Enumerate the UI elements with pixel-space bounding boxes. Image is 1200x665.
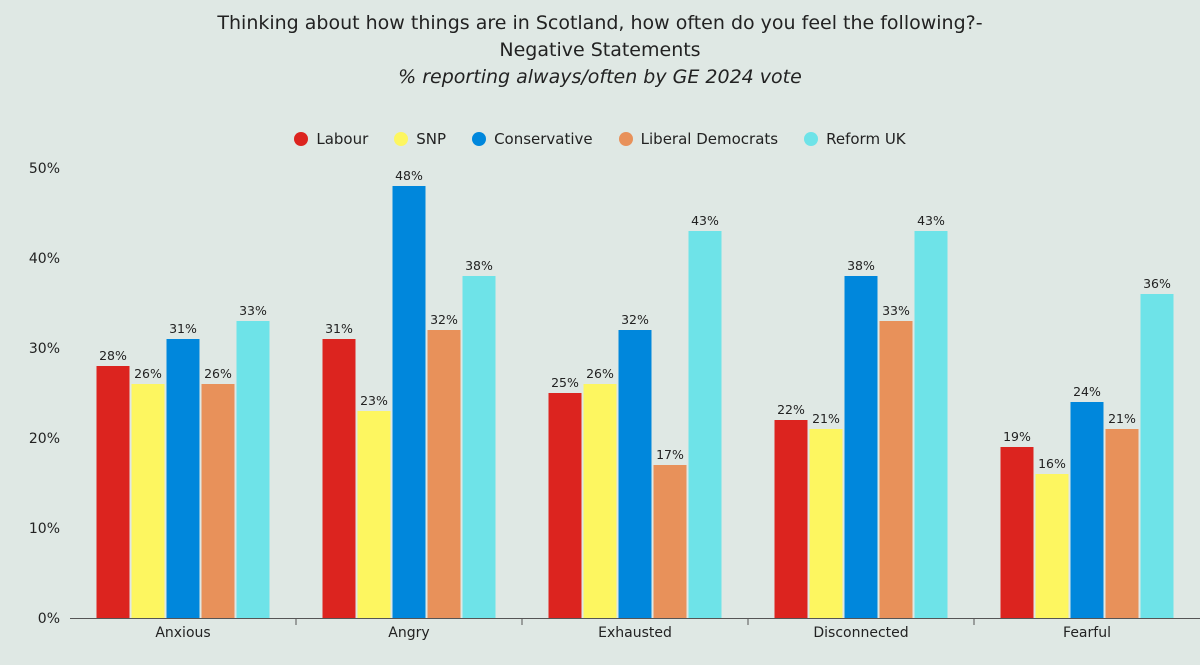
bar-snp-angry xyxy=(357,411,391,618)
bar-reform-uk-fearful xyxy=(1140,294,1174,618)
chart-titles: Thinking about how things are in Scotlan… xyxy=(0,10,1200,91)
bar-liberal-democrats-anxious xyxy=(201,384,235,618)
data-label-reform-uk-anxious: 33% xyxy=(239,303,267,318)
data-label-conservative-angry: 48% xyxy=(395,168,423,183)
bar-conservative-angry xyxy=(392,186,426,618)
legend-item-conservative: Conservative xyxy=(472,130,593,148)
data-label-snp-disconnected: 21% xyxy=(812,411,840,426)
x-tick-label-fearful: Fearful xyxy=(1063,625,1111,641)
legend-swatch-snp xyxy=(394,132,409,146)
x-tick-label-anxious: Anxious xyxy=(155,625,210,641)
bar-conservative-exhausted xyxy=(618,330,652,618)
data-label-labour-anxious: 28% xyxy=(99,348,127,363)
data-label-snp-fearful: 16% xyxy=(1038,456,1066,471)
legend-swatch-conservative xyxy=(472,132,487,146)
data-label-reform-uk-angry: 38% xyxy=(465,258,493,273)
y-tick-label-20: 20% xyxy=(29,431,60,447)
bar-liberal-democrats-disconnected xyxy=(879,321,913,618)
bar-labour-disconnected xyxy=(774,420,808,618)
bar-snp-exhausted xyxy=(583,384,617,618)
y-tick-label-30: 30% xyxy=(29,341,60,357)
y-tick-label-40: 40% xyxy=(29,251,60,267)
chart-subtitle: % reporting always/often by GE 2024 vote xyxy=(398,66,802,88)
x-tick-label-disconnected: Disconnected xyxy=(813,625,908,641)
data-label-snp-exhausted: 26% xyxy=(586,366,614,381)
data-label-conservative-fearful: 24% xyxy=(1073,384,1101,399)
legend-label-reform-uk: Reform UK xyxy=(826,130,906,148)
bar-labour-angry xyxy=(322,339,356,618)
chart-legend: Labour SNP Conservative Liberal Democrat… xyxy=(0,130,1200,148)
data-label-conservative-anxious: 31% xyxy=(169,321,197,336)
data-label-reform-uk-disconnected: 43% xyxy=(917,213,945,228)
y-tick-label-50: 50% xyxy=(29,161,60,177)
legend-item-labour: Labour xyxy=(294,130,368,148)
bar-liberal-democrats-fearful xyxy=(1105,429,1139,618)
data-label-labour-angry: 31% xyxy=(325,321,353,336)
bar-conservative-fearful xyxy=(1070,402,1104,618)
x-tick-label-exhausted: Exhausted xyxy=(598,625,672,641)
chart-title-line1: Thinking about how things are in Scotlan… xyxy=(217,12,983,34)
bar-conservative-anxious xyxy=(166,339,200,618)
data-label-conservative-disconnected: 38% xyxy=(847,258,875,273)
bar-snp-anxious xyxy=(131,384,165,618)
legend-label-snp: SNP xyxy=(416,130,447,148)
legend-item-snp: SNP xyxy=(394,130,446,148)
bar-reform-uk-exhausted xyxy=(688,231,722,618)
data-label-liberal-democrats-anxious: 26% xyxy=(204,366,232,381)
data-label-reform-uk-exhausted: 43% xyxy=(691,213,719,228)
bar-reform-uk-angry xyxy=(462,276,496,618)
data-label-snp-angry: 23% xyxy=(360,393,388,408)
bar-liberal-democrats-angry xyxy=(427,330,461,618)
bar-labour-exhausted xyxy=(548,393,582,618)
data-label-liberal-democrats-disconnected: 33% xyxy=(882,303,910,318)
legend-label-liberal-democrats: Liberal Democrats xyxy=(640,130,779,148)
legend-swatch-labour xyxy=(294,132,309,146)
data-label-reform-uk-fearful: 36% xyxy=(1143,276,1171,291)
bar-snp-disconnected xyxy=(809,429,843,618)
x-tick-label-angry: Angry xyxy=(388,625,429,641)
legend-label-labour: Labour xyxy=(316,130,369,148)
bar-reform-uk-anxious xyxy=(236,321,270,618)
legend-swatch-liberal-democrats xyxy=(618,132,633,146)
bar-liberal-democrats-exhausted xyxy=(653,465,687,618)
y-tick-label-0: 0% xyxy=(38,611,60,627)
data-label-liberal-democrats-angry: 32% xyxy=(430,312,458,327)
data-label-snp-anxious: 26% xyxy=(134,366,162,381)
data-label-liberal-democrats-exhausted: 17% xyxy=(656,447,684,462)
bar-labour-anxious xyxy=(96,366,130,618)
legend-label-conservative: Conservative xyxy=(494,130,593,148)
data-label-labour-disconnected: 22% xyxy=(777,402,805,417)
bar-labour-fearful xyxy=(1000,447,1034,618)
data-label-conservative-exhausted: 32% xyxy=(621,312,649,327)
bar-conservative-disconnected xyxy=(844,276,878,618)
legend-item-reform-uk: Reform UK xyxy=(804,130,906,148)
bar-reform-uk-disconnected xyxy=(914,231,948,618)
data-label-liberal-democrats-fearful: 21% xyxy=(1108,411,1136,426)
data-label-labour-fearful: 19% xyxy=(1003,429,1031,444)
bar-snp-fearful xyxy=(1035,474,1069,618)
data-label-labour-exhausted: 25% xyxy=(551,375,579,390)
legend-item-liberal-democrats: Liberal Democrats xyxy=(618,130,779,148)
y-tick-label-10: 10% xyxy=(29,521,60,537)
chart-title-line2: Negative Statements xyxy=(499,39,701,61)
legend-swatch-reform-uk xyxy=(804,132,819,146)
